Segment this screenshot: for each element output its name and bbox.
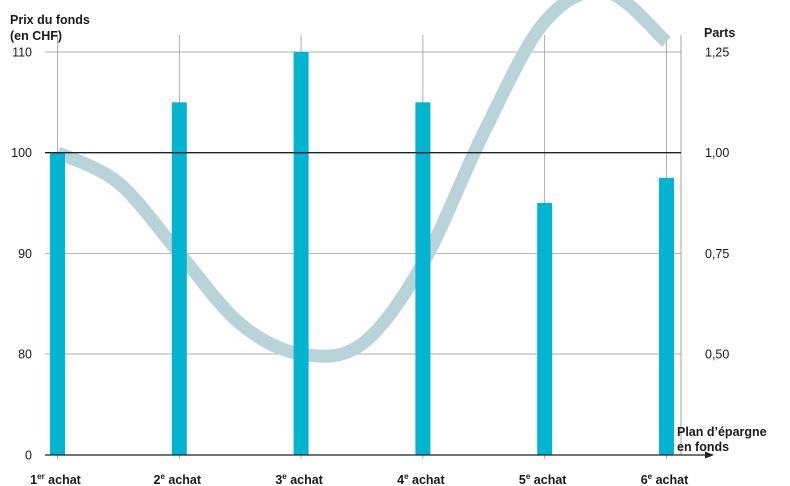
left-tick-label: 0 bbox=[25, 449, 32, 463]
bar bbox=[415, 102, 431, 455]
bar bbox=[50, 152, 65, 455]
price-curve bbox=[54, 0, 671, 363]
right-tick-label: 1,25 bbox=[705, 46, 729, 60]
left-axis-title-line1: Prix du fonds bbox=[10, 13, 90, 27]
category-label: 2e achat bbox=[154, 472, 202, 486]
category-label: 6e achat bbox=[641, 472, 689, 486]
right-tick-label: 1,00 bbox=[705, 146, 729, 160]
right-tick-label: 0,50 bbox=[705, 348, 729, 362]
right-tick-labels: 1,25 1,00 0,75 0,50 bbox=[705, 46, 729, 362]
bar bbox=[171, 102, 187, 455]
left-tick-label: 80 bbox=[18, 348, 32, 362]
left-tick-label: 110 bbox=[12, 46, 32, 60]
left-tick-labels: 110 100 90 80 0 bbox=[11, 46, 32, 463]
x-axis-title-line1: Plan d’épargne bbox=[677, 425, 767, 439]
axes bbox=[45, 151, 714, 459]
right-axis-title: Parts bbox=[704, 26, 735, 40]
x-axis-arrow bbox=[705, 451, 714, 459]
category-label: 1er achat bbox=[30, 472, 81, 486]
left-axis-title-line2: (en CHF) bbox=[10, 29, 62, 43]
bar bbox=[293, 52, 309, 455]
category-label: 3e achat bbox=[275, 472, 323, 486]
bar bbox=[659, 177, 674, 456]
bar bbox=[537, 203, 553, 455]
category-label: 5e achat bbox=[519, 472, 567, 486]
category-label: 4e achat bbox=[397, 472, 445, 486]
x-axis-title-line2: en fonds bbox=[677, 440, 729, 454]
left-tick-label: 90 bbox=[18, 247, 32, 261]
left-tick-label: 100 bbox=[11, 146, 32, 160]
right-tick-label: 0,75 bbox=[705, 247, 729, 261]
category-labels: 1er achat 2e achat 3e achat 4e achat 5e acha… bbox=[30, 472, 689, 486]
gridlines bbox=[45, 35, 682, 459]
